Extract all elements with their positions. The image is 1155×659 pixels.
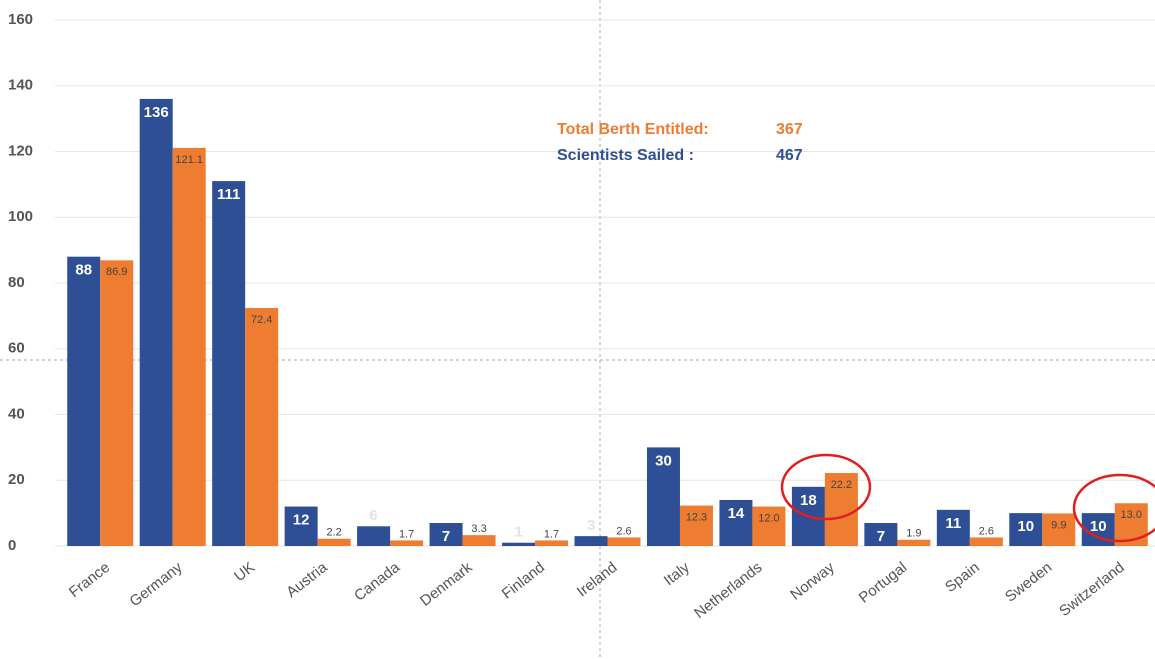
x-tick-label: Ireland xyxy=(574,559,621,601)
bar xyxy=(646,447,680,546)
data-label: 6 xyxy=(369,507,377,524)
data-label: 18 xyxy=(800,492,817,509)
data-label: 7 xyxy=(442,528,450,545)
y-tick-label: 40 xyxy=(8,405,25,422)
bar xyxy=(679,505,713,546)
highlight-circle xyxy=(780,453,872,521)
data-label: 14 xyxy=(728,505,745,522)
bar xyxy=(245,307,279,546)
data-label: 30 xyxy=(655,452,672,469)
data-label: 1.7 xyxy=(544,528,559,540)
bar xyxy=(969,537,1003,546)
x-tick-label: Denmark xyxy=(417,559,476,610)
x-tick-label: Switzerland xyxy=(1056,559,1128,620)
annotation-value: 467 xyxy=(776,147,803,164)
data-label: 3.3 xyxy=(471,523,486,535)
bar xyxy=(752,506,786,546)
data-label: 111 xyxy=(217,186,240,203)
bar xyxy=(719,499,753,546)
data-label: 86.9 xyxy=(106,266,127,278)
data-label: 2.2 xyxy=(326,527,341,539)
data-label: 72.4 xyxy=(251,314,272,326)
y-tick-label: 140 xyxy=(8,77,33,94)
bar xyxy=(897,539,931,546)
y-tick-label: 20 xyxy=(8,471,25,488)
annotation-label: Total Berth Entitled: xyxy=(557,121,709,138)
bar xyxy=(317,538,351,546)
x-tick-label: Spain xyxy=(942,559,983,596)
data-label: 88 xyxy=(75,262,92,279)
annotation-value: 367 xyxy=(776,121,803,138)
data-label: 10 xyxy=(1090,518,1107,535)
bar xyxy=(502,542,536,546)
data-label: 7 xyxy=(877,528,885,545)
annotation-label: Scientists Sailed : xyxy=(557,147,694,164)
data-label: 136 xyxy=(144,104,169,121)
x-tick-label: Italy xyxy=(661,559,694,590)
data-label: 12.3 xyxy=(686,511,707,523)
bar xyxy=(429,522,463,546)
y-tick-label: 120 xyxy=(8,142,33,159)
bar xyxy=(100,260,134,546)
bar xyxy=(1009,513,1043,546)
data-label: 12 xyxy=(293,512,310,529)
bar xyxy=(607,537,641,546)
x-tick-label: Norway xyxy=(787,559,838,604)
bar xyxy=(139,98,173,547)
data-label: 10 xyxy=(1017,518,1034,535)
bar xyxy=(1042,513,1076,546)
data-label: 9.9 xyxy=(1051,519,1066,531)
data-label: 121.1 xyxy=(175,154,203,166)
data-label: 3 xyxy=(587,517,595,534)
bar xyxy=(535,540,569,546)
y-tick-label: 100 xyxy=(8,208,33,225)
x-tick-label: France xyxy=(66,559,113,601)
data-label: 12.0 xyxy=(758,512,779,524)
x-tick-label: Canada xyxy=(351,558,403,604)
x-tick-label: Austria xyxy=(283,558,331,601)
x-tick-label: Finland xyxy=(499,559,548,603)
data-label: 11 xyxy=(945,515,961,532)
bar xyxy=(462,535,496,546)
x-tick-label: Portugal xyxy=(856,559,910,607)
data-label: 2.6 xyxy=(979,525,994,537)
bar xyxy=(67,256,101,546)
bar xyxy=(936,509,970,546)
bar xyxy=(390,540,424,546)
data-label: 13.0 xyxy=(1121,509,1142,521)
highlight-circle xyxy=(1072,473,1155,543)
bar xyxy=(284,506,318,546)
x-tick-label: Netherlands xyxy=(691,559,765,622)
x-tick-label: Germany xyxy=(127,559,186,611)
bar xyxy=(824,473,858,546)
x-tick-label: UK xyxy=(231,559,258,585)
y-tick-label: 0 xyxy=(8,537,16,554)
y-tick-label: 160 xyxy=(8,11,33,28)
bar xyxy=(172,147,206,547)
y-tick-label: 80 xyxy=(8,274,25,291)
bar xyxy=(574,536,608,546)
data-label: 1.7 xyxy=(399,528,414,540)
data-label: 22.2 xyxy=(831,479,852,491)
bar xyxy=(212,181,246,546)
bar xyxy=(357,526,391,546)
bar xyxy=(864,522,898,546)
y-tick-label: 60 xyxy=(8,340,25,357)
data-label: 1 xyxy=(514,524,522,541)
data-label: 1.9 xyxy=(906,528,921,540)
x-tick-label: Sweden xyxy=(1002,559,1055,606)
data-label: 2.6 xyxy=(616,525,631,537)
